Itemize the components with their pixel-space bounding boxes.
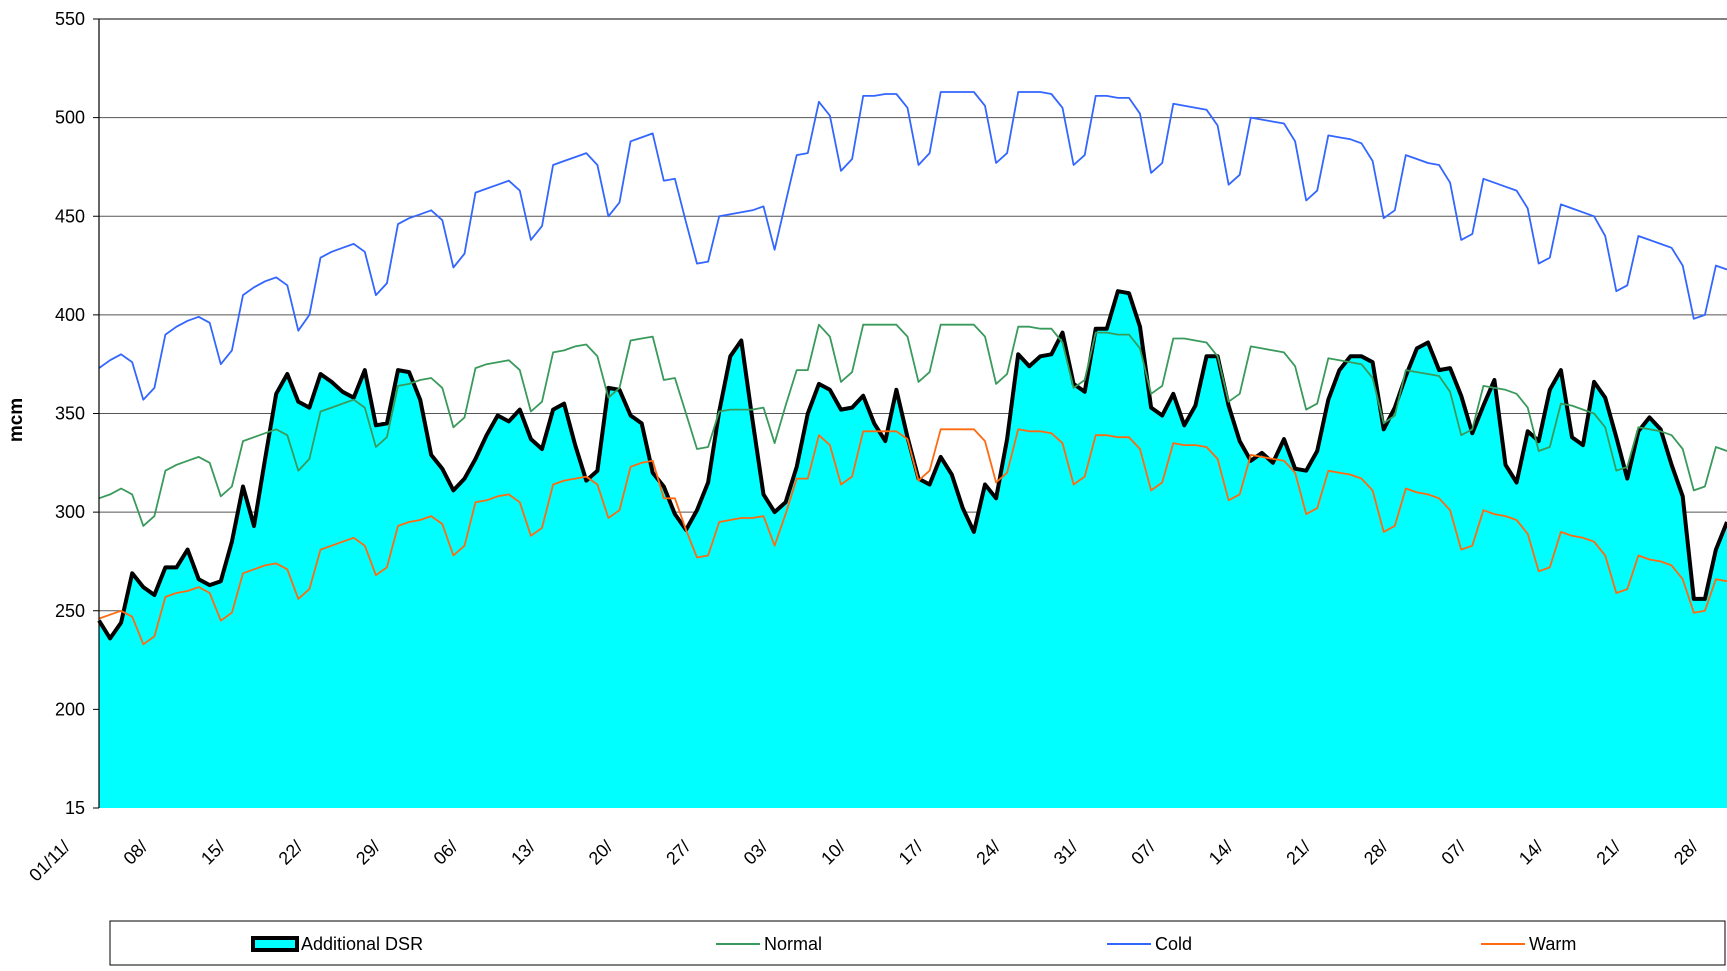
legend-label: Additional DSR <box>301 934 423 954</box>
y-tick-label: 15 <box>65 798 85 818</box>
x-tick-label: 03/ <box>740 837 772 869</box>
series-line <box>98 428 1727 646</box>
x-tick-label: 31/ <box>1050 837 1082 869</box>
legend-label: Cold <box>1155 934 1192 954</box>
x-tick-label: 20/ <box>585 837 617 869</box>
x-tick-label: 14/ <box>1515 837 1547 869</box>
x-tick-label: 28/ <box>1670 837 1702 869</box>
y-tick-label: 250 <box>55 601 85 621</box>
area <box>99 291 1727 808</box>
x-tick-label: 08/ <box>120 837 152 869</box>
legend-box <box>109 920 1726 966</box>
series-line <box>98 91 1727 401</box>
x-tick-label: 14/ <box>1205 837 1237 869</box>
x-tick-label: 21/ <box>1592 837 1624 869</box>
y-axis-label: mcm <box>6 398 27 442</box>
x-tick-label: 15/ <box>197 837 229 869</box>
y-tick-label: 300 <box>55 502 85 522</box>
x-tick-label: 01/11/ <box>25 837 74 886</box>
x-tick-label: 27/ <box>662 837 694 869</box>
x-tick-label: 06/ <box>430 837 462 869</box>
y-tick-label: 200 <box>55 699 85 719</box>
x-tick-label: 07/ <box>1127 837 1159 869</box>
y-tick-label: 400 <box>55 305 85 325</box>
legend-label: Normal <box>764 934 822 954</box>
y-tick-label: 500 <box>55 108 85 128</box>
y-tick-label: 450 <box>55 206 85 226</box>
legend-swatch <box>251 936 299 952</box>
x-tick-label: 10/ <box>817 837 849 869</box>
legend-label: Warm <box>1529 934 1576 954</box>
x-tick-label: 13/ <box>507 837 539 869</box>
y-tick-label: 350 <box>55 404 85 424</box>
x-tick-label: 24/ <box>972 837 1004 869</box>
y-tick-label: 550 <box>55 9 85 29</box>
x-tick-label: 07/ <box>1437 837 1469 869</box>
x-tick-label: 28/ <box>1360 837 1392 869</box>
x-tick-label: 17/ <box>895 837 927 869</box>
x-tick-label: 21/ <box>1282 837 1314 869</box>
x-tick-label: 29/ <box>352 837 384 869</box>
x-tick-label: 22/ <box>275 837 307 869</box>
series-line <box>98 323 1727 527</box>
